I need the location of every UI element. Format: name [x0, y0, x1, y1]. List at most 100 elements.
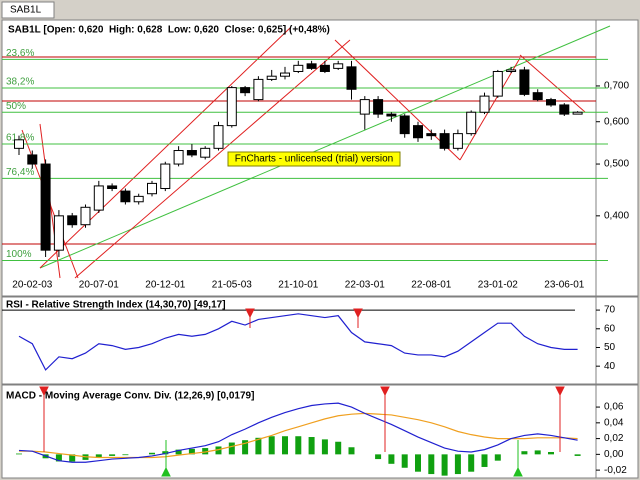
series-line	[18, 313, 578, 371]
rsi-title: RSI - Relative Strength Index (14,30,70)…	[6, 300, 226, 311]
macd-title: MACD - Moving Average Conv. Div. (12,26,…	[6, 391, 254, 402]
candle-body	[386, 113, 397, 117]
plot-layer: 0,400 0,500 0,600 0,700 23,6% 38,2% 50% 61,8% 76…	[2, 25, 629, 477]
signal-arrow	[555, 386, 565, 452]
histogram-bar	[162, 451, 169, 455]
fib-label: 23,6%	[6, 48, 34, 59]
candle-body	[373, 99, 384, 115]
fib-label: 38,2%	[6, 77, 34, 88]
histogram-bar	[308, 437, 315, 455]
candle-body	[439, 133, 450, 149]
main-title: SAB1L [Open: 0,620 High: 0,628 Low: 0,62…	[8, 25, 330, 36]
candle-body	[160, 163, 171, 189]
signal-arrow	[353, 308, 363, 328]
histogram-bar	[521, 451, 528, 455]
histogram-bar	[268, 436, 275, 455]
trend-line	[519, 54, 586, 113]
candle-body	[452, 133, 463, 149]
candle-body	[53, 215, 64, 251]
y-tick-label: 0,700	[604, 81, 629, 92]
signal-arrow	[39, 386, 49, 452]
y-tick-label: 60	[604, 323, 616, 334]
candle-body	[399, 115, 410, 135]
candle-body	[359, 99, 370, 115]
histogram-bar	[468, 454, 475, 472]
candle-body	[67, 215, 78, 226]
histogram-bar	[494, 454, 501, 461]
x-tick-label: 20-07-01	[79, 280, 119, 291]
histogram-bar	[55, 454, 62, 462]
x-tick-label: 22-08-01	[411, 280, 451, 291]
trend-line	[39, 27, 291, 269]
y-tick-label: 70	[604, 305, 616, 316]
candle-body	[253, 78, 264, 101]
x-tick-label: 21-05-03	[212, 280, 252, 291]
candle-body	[519, 69, 530, 95]
y-tick-label: 0,500	[604, 159, 629, 170]
candle-body	[426, 133, 437, 137]
watermark-box	[227, 151, 401, 167]
series-line	[18, 402, 578, 463]
x-tick-label: 22-03-01	[345, 280, 385, 291]
histogram-bar	[149, 452, 155, 455]
histogram-bar	[255, 437, 262, 455]
tab-label[interactable]: SAB1L	[10, 5, 42, 16]
x-tick-label: 23-06-01	[544, 280, 584, 291]
fib-label: 50%	[6, 101, 26, 112]
candle-body	[413, 125, 423, 139]
histogram-bar	[348, 447, 355, 455]
histogram-bar	[202, 448, 209, 455]
histogram-bar	[242, 440, 249, 455]
histogram-bar	[441, 454, 448, 476]
y-tick-label: 50	[604, 342, 616, 353]
trend-line	[334, 39, 461, 161]
candle-body	[40, 163, 51, 251]
candle-body	[147, 182, 157, 195]
candle-body	[319, 64, 330, 72]
histogram-bar	[415, 454, 421, 472]
y-tick-label: 0,600	[604, 116, 629, 127]
histogram-bar	[95, 454, 102, 458]
histogram-bar	[321, 439, 328, 455]
candle-body	[346, 66, 357, 90]
tab[interactable]	[1, 1, 55, 19]
histogram-bar	[428, 454, 435, 475]
candle-body	[213, 125, 224, 149]
signal-arrow	[513, 440, 523, 477]
candle-body	[466, 111, 477, 135]
histogram-bar	[534, 450, 541, 455]
y-tick-label: 0,400	[604, 210, 629, 221]
histogram-bar	[375, 454, 382, 460]
histogram-bar	[188, 448, 195, 455]
candle-body	[532, 92, 543, 101]
signal-arrow	[161, 440, 171, 477]
candle-body	[479, 95, 490, 113]
histogram-bar	[335, 441, 342, 455]
candle-body	[280, 72, 290, 77]
y-tick-label: 40	[604, 361, 616, 372]
candle-body	[333, 63, 344, 69]
x-tick-label: 20-02-03	[12, 280, 52, 291]
histogram-bar	[175, 449, 182, 455]
fib-label: 100%	[6, 249, 32, 260]
y-tick-label: -0,02	[604, 465, 627, 476]
histogram-bar	[69, 454, 76, 462]
trend-line	[74, 39, 351, 279]
signal-arrow	[380, 386, 390, 452]
histogram-bar	[122, 454, 129, 456]
candle-body	[107, 185, 118, 189]
trend-line	[459, 57, 521, 161]
x-tick-label: 20-12-01	[145, 280, 185, 291]
candle-body	[240, 87, 251, 94]
histogram-bar	[574, 454, 581, 456]
candle-body	[93, 185, 104, 211]
histogram-bar	[215, 446, 222, 455]
candle-body	[306, 63, 317, 69]
histogram-bar	[548, 451, 554, 455]
histogram-bar	[454, 454, 461, 475]
fib-label: 76,4%	[6, 167, 34, 178]
histogram-bar	[109, 454, 116, 456]
signal-arrow	[245, 308, 255, 328]
candle-body	[120, 190, 131, 203]
